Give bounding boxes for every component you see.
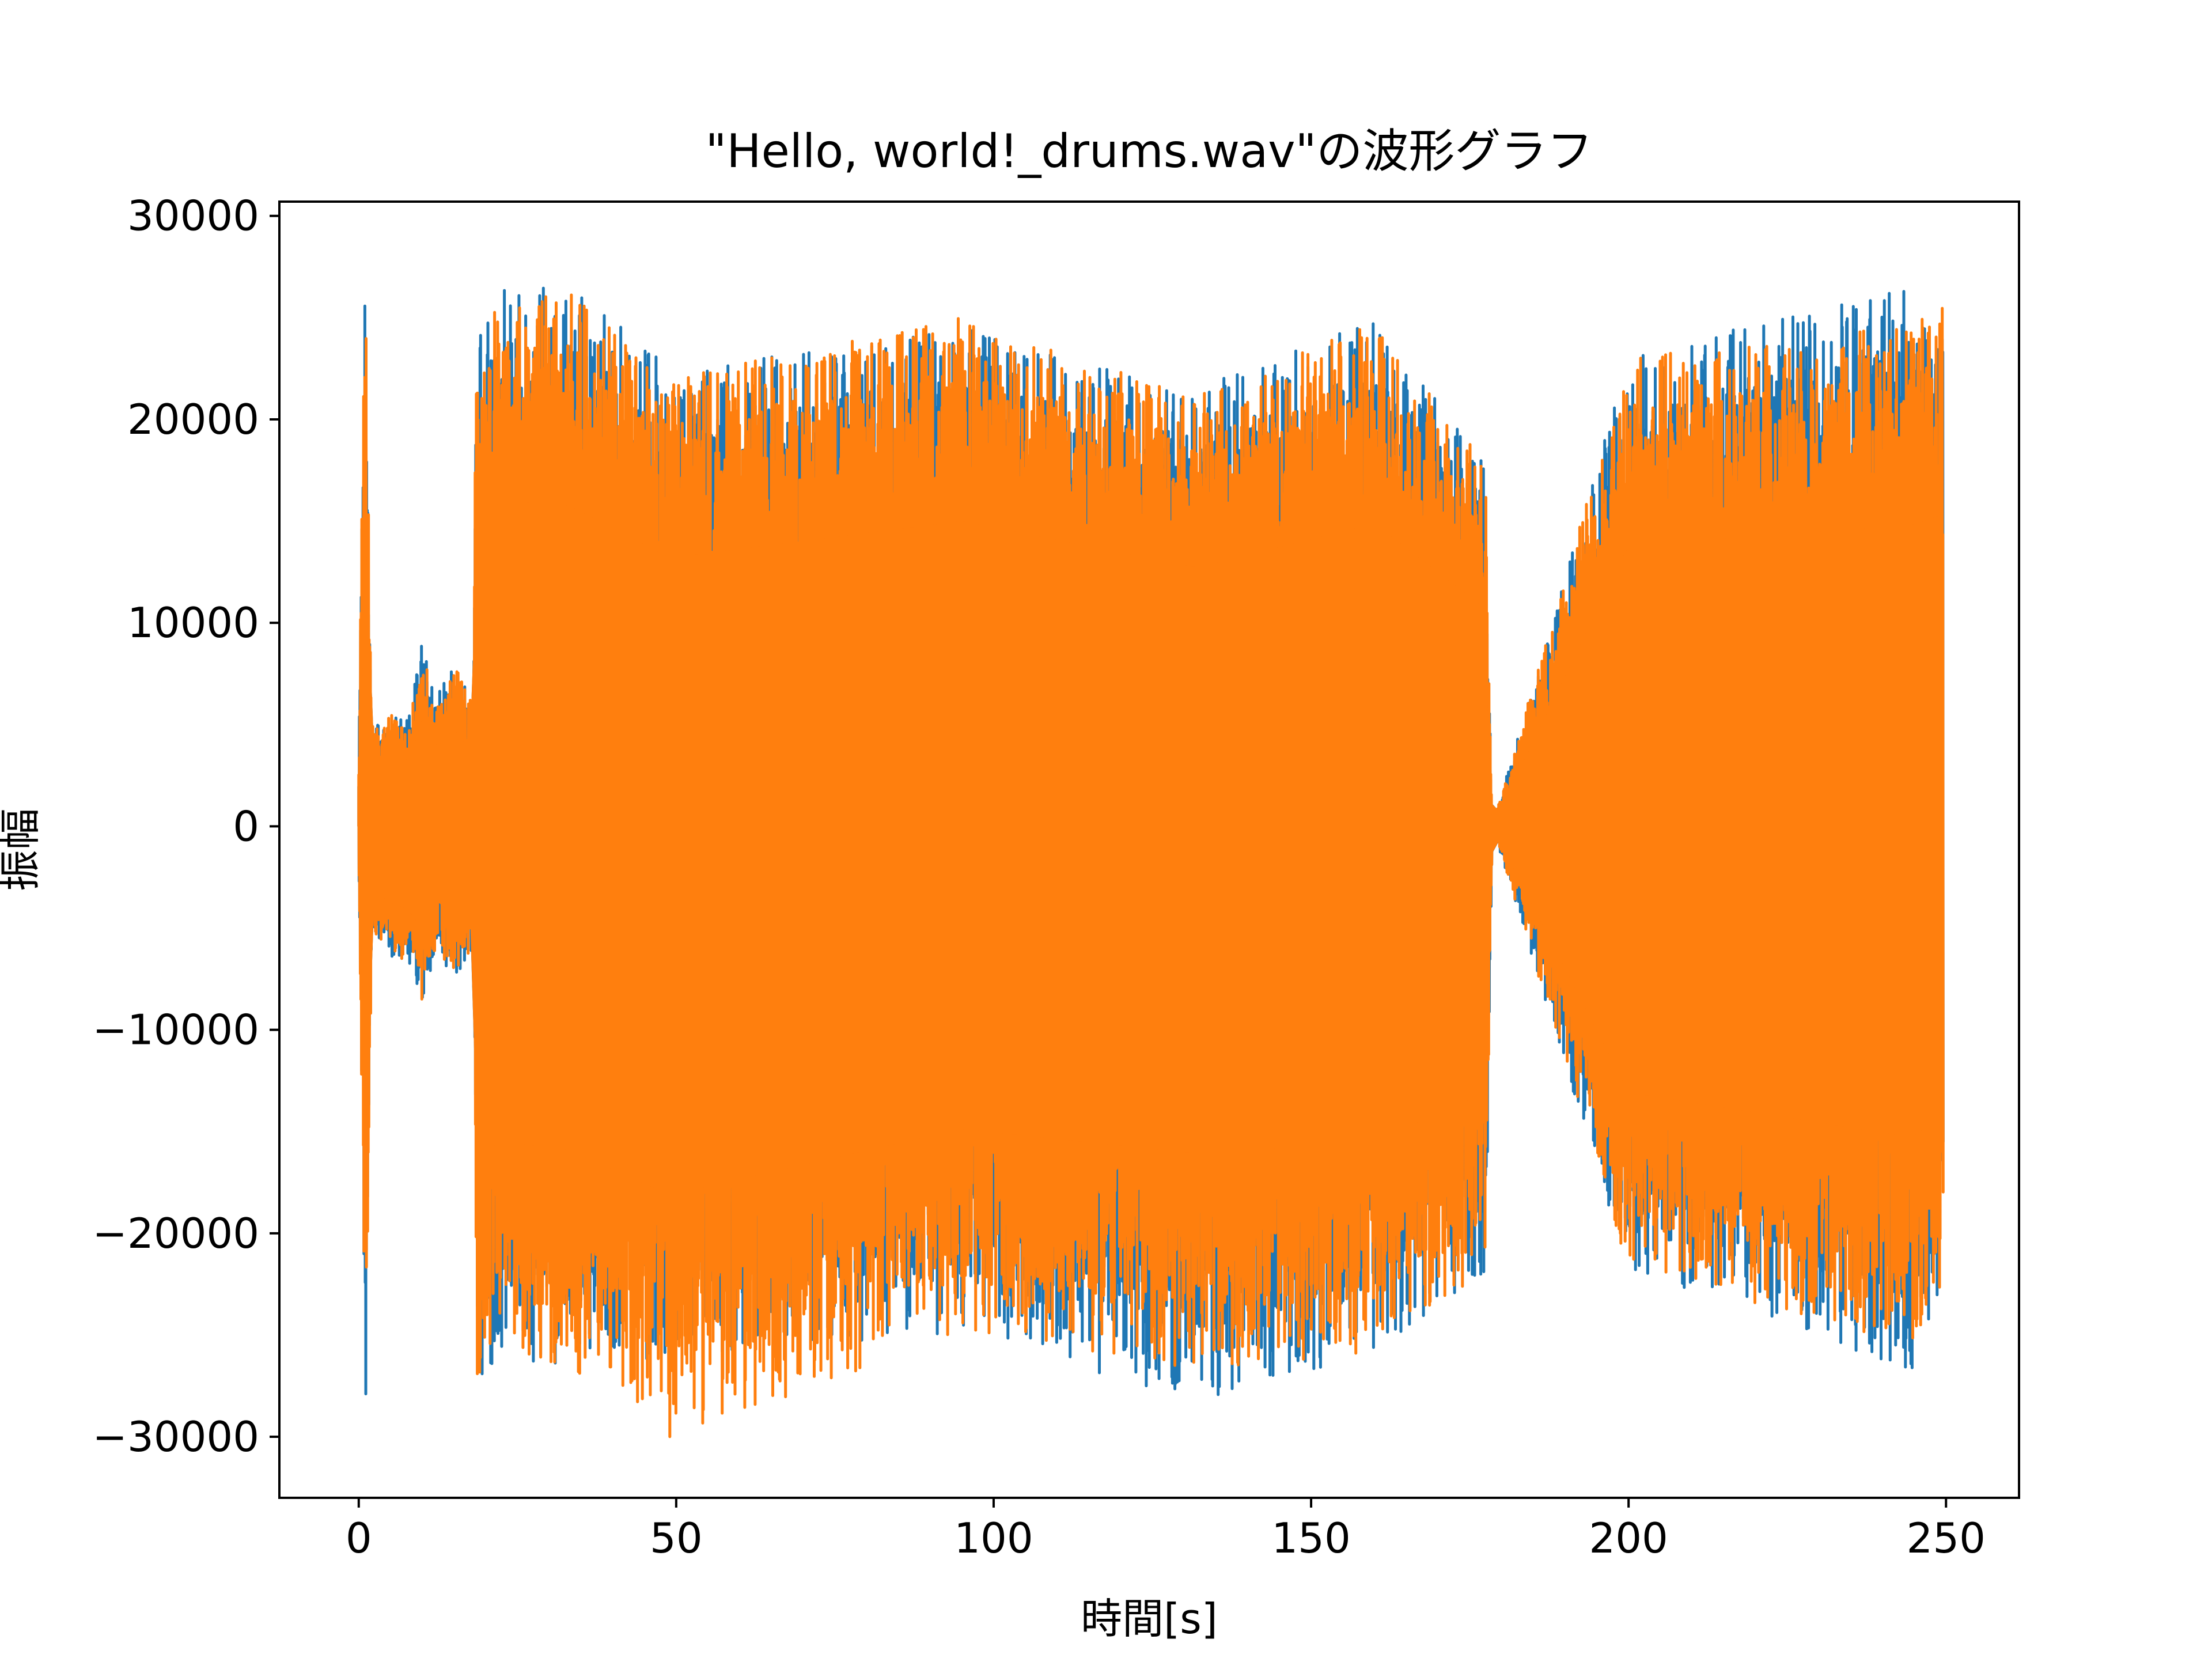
y-tick-label: 20000: [127, 395, 259, 444]
x-tick-label: 50: [650, 1514, 703, 1562]
y-tick-label: −30000: [93, 1413, 259, 1461]
x-tick-label: 250: [1907, 1514, 1986, 1562]
series-layer: [357, 286, 1945, 1438]
plot-area: [279, 202, 2019, 1498]
x-tick-label: 100: [954, 1514, 1033, 1562]
series-band-2: [358, 500, 1943, 1194]
y-tick-label: 30000: [127, 192, 259, 240]
y-axis-label: 振幅: [0, 808, 44, 891]
x-tick-label: 0: [346, 1514, 372, 1562]
y-tick-label: −10000: [93, 1006, 259, 1054]
x-axis: 0 50 100 150 200 250: [346, 1498, 1986, 1562]
x-axis-label: 時間[s]: [1081, 1595, 1218, 1643]
x-tick-label: 200: [1589, 1514, 1668, 1562]
y-tick-label: 10000: [127, 599, 259, 647]
y-axis: 30000 20000 10000 0 −10000 −20000 −30000: [93, 192, 279, 1461]
y-tick-label: 0: [233, 802, 259, 850]
plot-frame: [278, 200, 2020, 1499]
y-tick-label: −20000: [93, 1209, 259, 1258]
chart-title: "Hello, world!_drums.wav"の波形グラフ: [706, 124, 1593, 178]
x-tick-label: 150: [1271, 1514, 1350, 1562]
